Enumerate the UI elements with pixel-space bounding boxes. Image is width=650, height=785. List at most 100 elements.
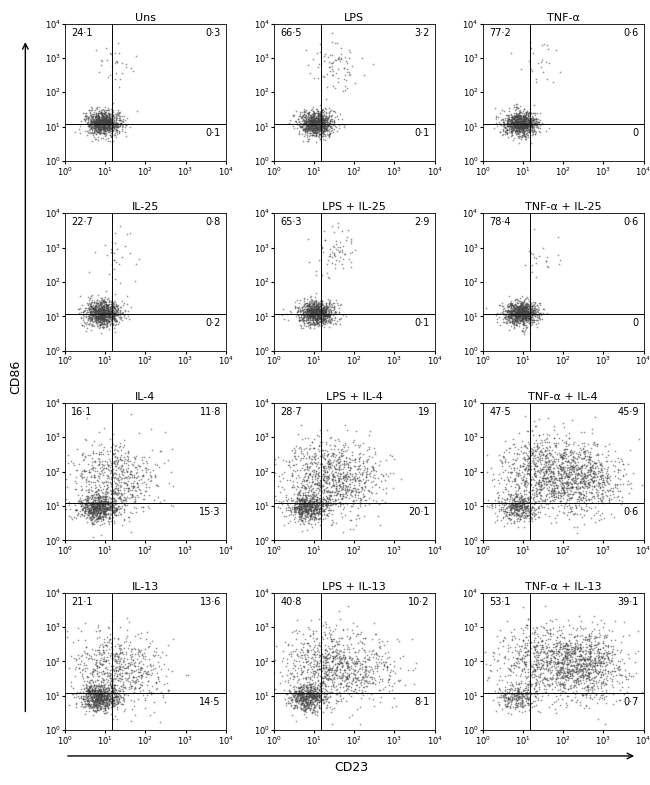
Point: [364, 666, 374, 679]
Point: [547, 644, 557, 656]
Point: [502, 114, 513, 126]
Point: [97, 120, 107, 133]
Point: [313, 499, 323, 512]
Point: [365, 671, 375, 684]
Point: [311, 310, 322, 323]
Point: [83, 688, 93, 700]
Point: [299, 475, 309, 487]
Point: [529, 298, 539, 310]
Point: [584, 633, 594, 646]
Point: [294, 487, 305, 500]
Point: [98, 111, 108, 124]
Point: [292, 627, 303, 640]
Point: [86, 498, 96, 511]
Point: [300, 500, 311, 513]
Point: [352, 652, 363, 664]
Point: [540, 477, 550, 490]
Point: [97, 294, 107, 306]
Point: [104, 688, 114, 700]
Point: [530, 308, 540, 320]
Point: [307, 456, 318, 469]
Point: [96, 309, 107, 321]
Point: [532, 122, 543, 134]
Point: [538, 472, 549, 484]
Point: [101, 502, 112, 515]
Point: [540, 493, 551, 506]
Point: [547, 645, 557, 658]
Point: [296, 451, 306, 464]
Point: [522, 121, 532, 133]
Point: [330, 466, 340, 479]
Point: [130, 453, 140, 466]
Point: [84, 498, 95, 511]
Point: [322, 68, 332, 80]
Point: [111, 115, 121, 128]
Point: [91, 488, 101, 501]
Point: [296, 510, 306, 523]
Point: [98, 121, 108, 133]
Point: [297, 683, 307, 696]
Point: [621, 468, 631, 480]
Point: [317, 473, 328, 486]
Point: [535, 107, 545, 119]
Point: [94, 503, 104, 516]
Point: [307, 122, 318, 135]
Point: [105, 492, 116, 505]
Point: [509, 109, 519, 122]
Point: [337, 449, 348, 462]
Point: [522, 129, 532, 141]
Point: [92, 689, 102, 702]
Point: [519, 115, 530, 127]
Point: [301, 699, 311, 711]
Point: [100, 506, 110, 518]
Point: [330, 451, 340, 464]
Point: [515, 667, 526, 680]
Point: [510, 313, 521, 326]
Point: [555, 678, 566, 691]
Point: [506, 312, 517, 325]
Point: [528, 462, 539, 474]
Point: [503, 696, 514, 708]
Point: [91, 111, 101, 123]
Point: [105, 305, 115, 318]
Point: [127, 658, 137, 670]
Point: [295, 495, 306, 508]
Point: [585, 650, 595, 663]
Point: [521, 298, 532, 311]
Point: [111, 495, 121, 507]
Point: [558, 656, 569, 669]
Point: [100, 111, 110, 123]
Point: [306, 706, 317, 719]
Point: [328, 118, 339, 130]
Point: [280, 692, 291, 705]
Point: [543, 462, 553, 475]
Point: [532, 490, 542, 502]
Point: [98, 506, 109, 519]
Point: [116, 448, 126, 461]
Point: [131, 472, 141, 484]
Point: [520, 308, 530, 320]
Point: [312, 302, 322, 315]
Point: [292, 515, 303, 528]
Point: [498, 633, 508, 646]
Point: [543, 458, 553, 470]
Point: [101, 498, 111, 510]
Point: [296, 703, 307, 715]
Point: [338, 490, 348, 502]
Point: [318, 473, 329, 486]
Point: [569, 646, 580, 659]
Point: [596, 457, 606, 469]
Point: [315, 305, 326, 318]
Point: [521, 123, 531, 136]
Point: [519, 440, 530, 452]
Point: [521, 124, 532, 137]
Point: [294, 502, 304, 514]
Point: [343, 485, 354, 498]
Point: [510, 120, 520, 133]
Point: [517, 639, 528, 652]
Point: [96, 114, 106, 126]
Point: [564, 619, 575, 631]
Point: [92, 301, 102, 313]
Point: [96, 112, 107, 125]
Point: [515, 499, 525, 512]
